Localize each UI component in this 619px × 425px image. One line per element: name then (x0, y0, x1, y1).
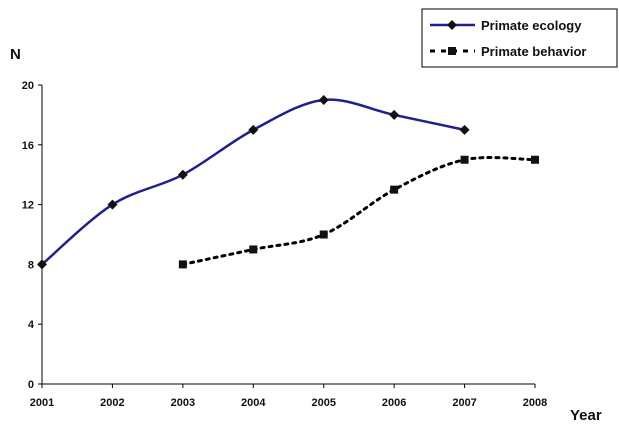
x-tick-label: 2005 (311, 397, 335, 409)
y-tick-label: 16 (22, 140, 34, 152)
diamond-point (37, 259, 47, 270)
legend-label: Primate ecology (481, 18, 582, 33)
legend-label: Primate behavior (481, 44, 587, 59)
legend-marker (447, 20, 457, 30)
diamond-point (107, 199, 118, 210)
x-tick-label: 2004 (241, 397, 266, 409)
legend: Primate ecology Primate behavior (421, 8, 618, 68)
y-axis-title: N (10, 46, 21, 63)
x-tick-label: 2008 (523, 397, 547, 409)
x-tick-label: 2002 (100, 397, 124, 409)
x-tick-label: 2003 (171, 397, 195, 409)
x-axis-title: Year (570, 407, 602, 424)
legend-item: Primate ecology (430, 18, 582, 33)
legend-box (421, 8, 618, 68)
y-tick-label: 4 (28, 319, 35, 331)
legend-marker (448, 47, 456, 55)
y-tick-label: 20 (22, 80, 34, 92)
series-primate-ecology (37, 94, 470, 270)
legend-item: Primate behavior (430, 44, 587, 59)
square-point (531, 155, 539, 164)
y-tick-label: 8 (28, 259, 34, 271)
square-point (178, 260, 187, 269)
series-line (181, 156, 537, 266)
x-tick-label: 2007 (452, 397, 476, 409)
y-tick-label: 12 (22, 200, 34, 212)
axes: 0 4 8 12 16 20 2001 2002 2003 2004 2005 2006 2007 200… (22, 80, 547, 409)
series-primate-behavior (178, 155, 539, 269)
square-point (249, 245, 258, 254)
diamond-point (248, 124, 259, 135)
square-point (319, 230, 328, 239)
diamond-point (318, 94, 329, 105)
y-tick-label: 0 (28, 379, 34, 391)
x-tick-label: 2001 (30, 397, 54, 409)
series-line (41, 98, 465, 266)
square-point (390, 185, 399, 194)
series-layer (37, 94, 539, 270)
diamond-point (389, 109, 400, 120)
diamond-point (177, 169, 188, 180)
diamond-point (459, 124, 470, 135)
square-point (460, 155, 469, 164)
x-tick-label: 2006 (382, 397, 406, 409)
